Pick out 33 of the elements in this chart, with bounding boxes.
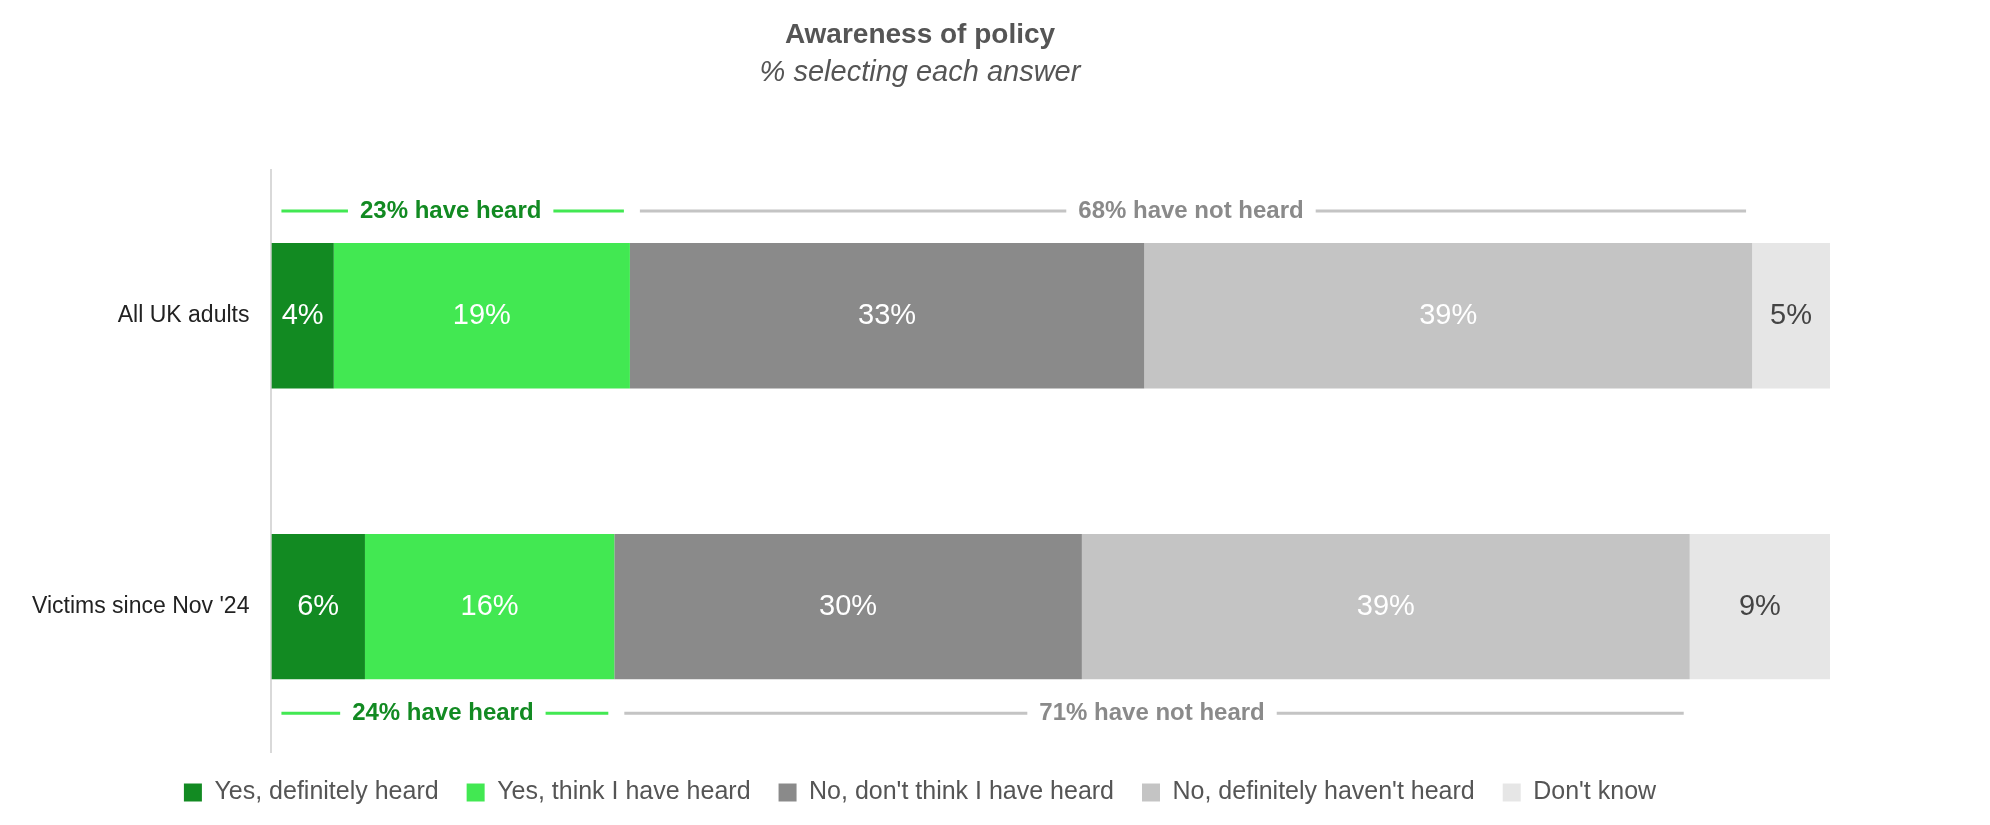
bar [1752,243,1830,389]
annotation: 24% have heard [352,697,534,725]
legend-label: Yes, think I have heard [497,776,751,805]
annotation: 23% have heard [359,195,542,223]
bar [1144,243,1753,389]
bar [614,533,1082,680]
bar [271,533,365,680]
bar [333,243,630,389]
data-label: 30% [819,588,878,621]
y-tick-label: Victims since Nov '24 [32,591,250,618]
data-label: 6% [297,588,340,621]
bar [1081,533,1690,680]
data-label: 33% [858,297,917,330]
data-label: 16% [460,588,519,621]
bar [364,533,615,680]
bar [1689,533,1830,680]
legend-label: No, don't think I have heard [809,776,1115,805]
annotation: 68% have not heard [1078,195,1304,223]
legend-label: Don't know [1533,776,1658,805]
annotation: 71% have not heard [1039,697,1265,725]
data-label: 5% [1770,297,1812,330]
data-label: 39% [1419,297,1478,330]
bar [271,243,334,389]
chart-subtitle: % selecting each answer [759,55,1082,88]
bar [629,243,1145,389]
chart-title: Awareness of policy [784,17,1056,49]
data-label: 39% [1356,588,1415,621]
y-tick-label: All UK adults [117,301,250,328]
legend-label: No, definitely haven't heard [1172,776,1475,805]
data-label: 19% [452,297,511,330]
data-label: 4% [281,297,324,330]
data-label: 9% [1738,588,1781,621]
legend-label: Yes, definitely heard [214,776,439,805]
